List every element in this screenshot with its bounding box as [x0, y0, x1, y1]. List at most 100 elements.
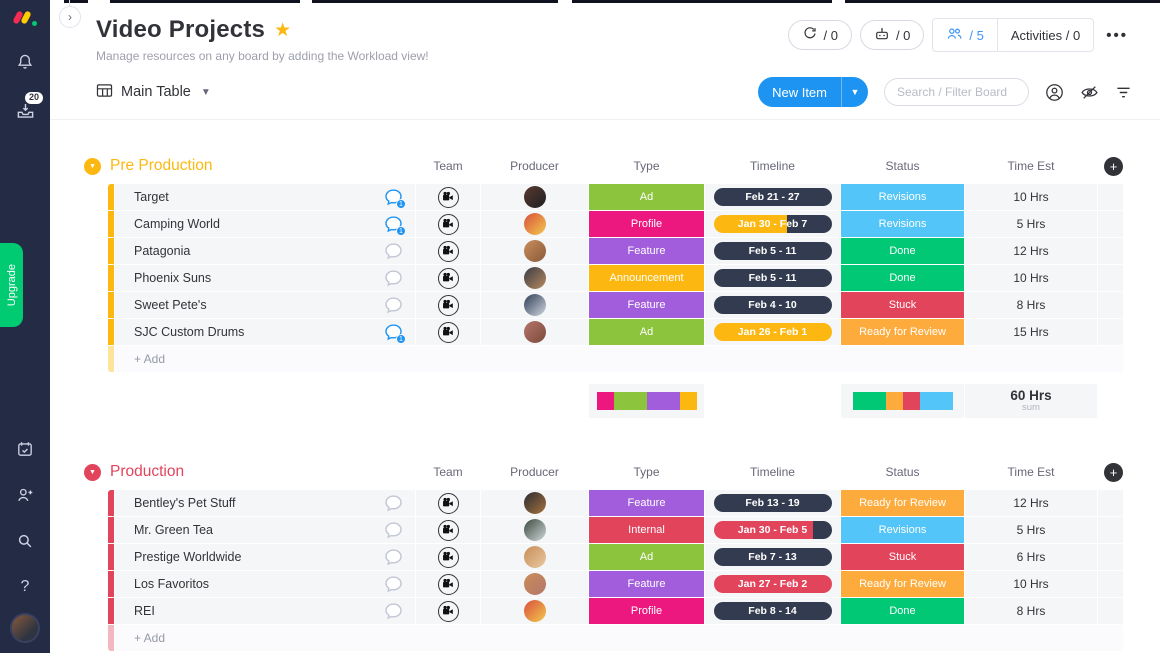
chat-icon[interactable]: 1 [384, 215, 406, 236]
column-header[interactable]: Type [633, 465, 660, 479]
producer-cell[interactable] [481, 490, 588, 516]
timeline-pill[interactable]: Jan 30 - Feb 7 [713, 215, 832, 233]
status-cell[interactable]: Revisions [841, 211, 964, 237]
add-item-row[interactable]: + Add [108, 625, 1160, 651]
more-options-button[interactable]: ••• [1106, 26, 1128, 44]
time-est-cell[interactable]: 5 Hrs [965, 211, 1097, 237]
item-name-cell[interactable]: SJC Custom Drums 1 [115, 319, 415, 345]
time-est-cell[interactable]: 10 Hrs [965, 184, 1097, 210]
group-title[interactable]: Production [110, 463, 185, 480]
column-header[interactable]: Timeline [750, 159, 795, 173]
column-header[interactable]: Time Est [1007, 465, 1055, 479]
add-column-button[interactable]: + [1104, 462, 1123, 482]
timeline-cell[interactable]: Jan 26 - Feb 1 [705, 319, 840, 345]
timeline-cell[interactable]: Feb 13 - 19 [705, 490, 840, 516]
type-cell[interactable]: Feature [589, 238, 704, 264]
item-name-cell[interactable]: Sweet Pete's [115, 292, 415, 318]
collapse-panel-button[interactable]: › [59, 6, 81, 28]
producer-avatar[interactable] [523, 321, 546, 343]
monday-logo-icon[interactable] [12, 10, 38, 28]
timeline-cell[interactable]: Feb 5 - 11 [705, 265, 840, 291]
add-item-label[interactable]: + Add [115, 625, 1123, 651]
item-name-cell[interactable]: Mr. Green Tea [115, 517, 415, 543]
favorite-star-icon[interactable]: ★ [274, 19, 292, 41]
timeline-pill[interactable]: Feb 13 - 19 [713, 494, 832, 512]
status-cell[interactable]: Done [841, 598, 964, 624]
status-cell[interactable]: Stuck [841, 544, 964, 570]
column-header[interactable]: Status [885, 159, 920, 173]
column-header[interactable]: Time Est [1007, 159, 1055, 173]
automations-counter[interactable]: / 0 [859, 20, 925, 50]
team-cell[interactable] [416, 598, 480, 624]
producer-avatar[interactable] [523, 267, 546, 289]
activities-counter[interactable]: Activities / 0 [996, 19, 1093, 51]
time-est-cell[interactable]: 15 Hrs [965, 319, 1097, 345]
team-cell[interactable] [416, 211, 480, 237]
new-item-button[interactable]: New Item ▼ [758, 77, 868, 107]
producer-avatar[interactable] [523, 600, 546, 622]
item-name-cell[interactable]: REI [115, 598, 415, 624]
producer-avatar[interactable] [523, 492, 546, 514]
status-battery[interactable] [852, 392, 953, 410]
item-name-cell[interactable]: Camping World 1 [115, 211, 415, 237]
chat-icon[interactable] [384, 521, 403, 539]
team-cell[interactable] [416, 490, 480, 516]
producer-cell[interactable] [481, 544, 588, 570]
type-cell[interactable]: Profile [589, 211, 704, 237]
hidden-columns-eye-icon[interactable] [1080, 83, 1099, 102]
team-cell[interactable] [416, 184, 480, 210]
time-est-cell[interactable]: 10 Hrs [965, 265, 1097, 291]
notifications-bell-icon[interactable] [0, 42, 50, 82]
team-cell[interactable] [416, 319, 480, 345]
status-cell[interactable]: Stuck [841, 292, 964, 318]
inbox-tray-icon[interactable]: 20 [0, 90, 50, 130]
integrations-counter[interactable]: / 0 [788, 20, 852, 50]
add-column-button[interactable]: + [1104, 156, 1123, 176]
column-header[interactable]: Type [633, 159, 660, 173]
item-name-cell[interactable]: Los Favoritos [115, 571, 415, 597]
time-est-cell[interactable]: 10 Hrs [965, 571, 1097, 597]
chat-icon[interactable] [384, 602, 403, 620]
filter-icon[interactable] [1115, 85, 1132, 100]
producer-cell[interactable] [481, 238, 588, 264]
status-cell[interactable]: Done [841, 238, 964, 264]
upgrade-button[interactable]: Upgrade [0, 243, 23, 327]
type-cell[interactable]: Profile [589, 598, 704, 624]
producer-cell[interactable] [481, 292, 588, 318]
type-battery[interactable] [596, 392, 697, 410]
status-cell[interactable]: Ready for Review [841, 319, 964, 345]
team-cell[interactable] [416, 292, 480, 318]
tab-main-table[interactable]: Main Table ▼ [96, 83, 211, 102]
chat-icon[interactable] [384, 296, 403, 314]
timeline-pill[interactable]: Feb 7 - 13 [713, 548, 832, 566]
group-collapse-icon[interactable]: ▼ [84, 157, 101, 175]
column-header[interactable]: Producer [510, 159, 559, 173]
producer-avatar[interactable] [523, 186, 546, 208]
item-name-cell[interactable]: Prestige Worldwide [115, 544, 415, 570]
search-icon[interactable] [0, 521, 50, 561]
item-name-cell[interactable]: Patagonia [115, 238, 415, 264]
producer-cell[interactable] [481, 211, 588, 237]
timeline-pill[interactable]: Feb 5 - 11 [713, 242, 832, 260]
item-name-cell[interactable]: Bentley's Pet Stuff [115, 490, 415, 516]
timeline-pill[interactable]: Feb 8 - 14 [713, 602, 832, 620]
team-cell[interactable] [416, 517, 480, 543]
type-cell[interactable]: Ad [589, 544, 704, 570]
column-header[interactable]: Team [433, 159, 463, 173]
producer-avatar[interactable] [523, 573, 546, 595]
chat-icon[interactable] [384, 548, 403, 566]
group-title[interactable]: Pre Production [110, 157, 213, 174]
add-item-row[interactable]: + Add [108, 346, 1160, 372]
user-avatar[interactable] [10, 613, 40, 643]
producer-cell[interactable] [481, 184, 588, 210]
producer-cell[interactable] [481, 517, 588, 543]
producer-avatar[interactable] [523, 240, 546, 262]
column-header[interactable]: Team [433, 465, 463, 479]
chat-icon[interactable]: 1 [384, 188, 406, 209]
type-cell[interactable]: Internal [589, 517, 704, 543]
producer-avatar[interactable] [523, 213, 546, 235]
type-cell[interactable]: Ad [589, 184, 704, 210]
time-est-cell[interactable]: 6 Hrs [965, 544, 1097, 570]
producer-cell[interactable] [481, 319, 588, 345]
invite-member-icon[interactable] [0, 475, 50, 515]
